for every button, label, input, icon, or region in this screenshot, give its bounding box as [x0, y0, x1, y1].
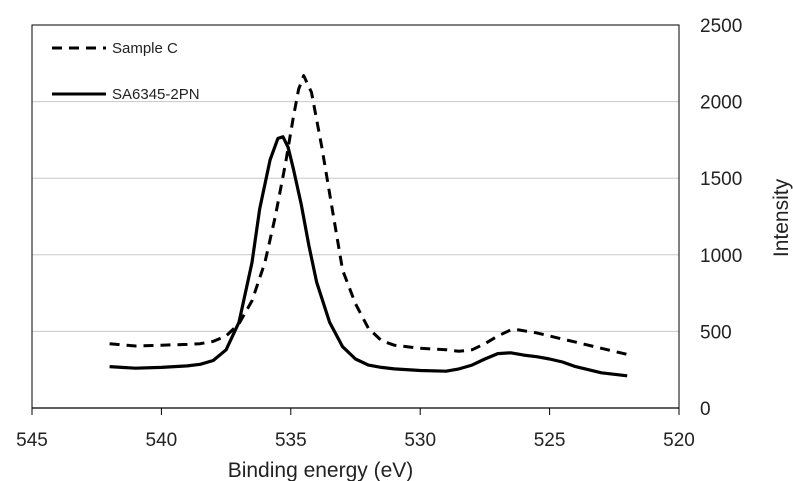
- x-tick-label-525: 525: [534, 430, 566, 451]
- y-tick-labels: 0 500 1000 1500 2000 2500: [700, 16, 742, 420]
- legend-label-sa6345-2pn: SA6345-2PN: [112, 86, 200, 103]
- y-tick-label-0: 0: [700, 399, 711, 420]
- legend-label-sample-c: Sample C: [112, 40, 178, 57]
- series-line-sa6345-2pn: [109, 135, 628, 378]
- y-axis-title: Intensity: [770, 178, 793, 257]
- x-tick-label-530: 530: [404, 430, 436, 451]
- series-line-sample-c: [109, 74, 628, 356]
- plot-frame: [31, 24, 680, 409]
- gridlines: [32, 24, 679, 332]
- legend: Sample C SA6345-2PN: [52, 40, 200, 103]
- axes: [31, 24, 680, 415]
- x-axis-title: Binding energy (eV): [228, 459, 414, 481]
- x-tick-label-535: 535: [275, 430, 307, 451]
- data-series: [109, 74, 628, 378]
- y-tick-label-2500: 2500: [700, 16, 742, 37]
- x-tick-label-540: 540: [146, 430, 178, 451]
- x-tick-label-545: 545: [16, 430, 48, 451]
- y-tick-label-1500: 1500: [700, 169, 742, 190]
- y-tick-label-2000: 2000: [700, 93, 742, 114]
- x-tick-label-520: 520: [663, 430, 695, 451]
- y-tick-label-500: 500: [700, 322, 732, 343]
- y-tick-label-1000: 1000: [700, 246, 742, 267]
- x-tick-labels: 545 540 535 530 525 520: [16, 430, 695, 451]
